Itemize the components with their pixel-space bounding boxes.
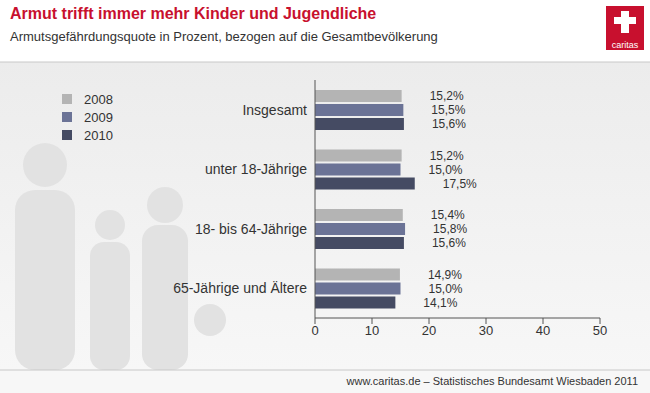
svg-text:15,2%: 15,2% bbox=[430, 89, 464, 103]
svg-text:15,0%: 15,0% bbox=[429, 282, 463, 296]
svg-text:30: 30 bbox=[479, 323, 493, 338]
svg-text:15,0%: 15,0% bbox=[429, 163, 463, 177]
svg-text:15,8%: 15,8% bbox=[433, 222, 467, 236]
html-text:www.caritas.de – Statistisches: www.caritas.de – Statistisches Bundesamt… bbox=[346, 375, 638, 387]
svg-text:14,1%: 14,1% bbox=[423, 296, 457, 310]
svg-text:20: 20 bbox=[422, 323, 436, 338]
svg-text:0: 0 bbox=[311, 323, 318, 338]
html-text:Armut trifft immer mehr Kinder: Armut trifft immer mehr Kinder und Jugen… bbox=[10, 5, 377, 22]
svg-text:50: 50 bbox=[593, 323, 607, 338]
svg-text:14,9%: 14,9% bbox=[428, 268, 462, 282]
html-text:2010: 2010 bbox=[84, 127, 113, 143]
svg-text:15,4%: 15,4% bbox=[431, 208, 465, 222]
svg-text:15,6%: 15,6% bbox=[432, 236, 466, 250]
svg-text:15,6%: 15,6% bbox=[432, 117, 466, 131]
svg-text:15,2%: 15,2% bbox=[430, 149, 464, 163]
svg-text:17,5%: 17,5% bbox=[443, 177, 477, 191]
html-text:2008: 2008 bbox=[84, 91, 113, 107]
svg-text:10: 10 bbox=[365, 323, 379, 338]
html-text:Armutsgefährdungsquote in Proz: Armutsgefährdungsquote in Prozent, bezog… bbox=[10, 29, 438, 44]
html-text:2009: 2009 bbox=[84, 109, 113, 125]
svg-text:unter 18-Jährige: unter 18-Jährige bbox=[205, 161, 307, 177]
svg-text:15,5%: 15,5% bbox=[431, 103, 465, 117]
svg-text:Insgesamt: Insgesamt bbox=[242, 102, 307, 118]
svg-text:18- bis 64-Jährige: 18- bis 64-Jährige bbox=[195, 221, 307, 237]
svg-text:40: 40 bbox=[536, 323, 550, 338]
html-text:caritas: caritas bbox=[611, 40, 639, 50]
svg-text:65-Jährige und Ältere: 65-Jährige und Ältere bbox=[173, 280, 307, 296]
